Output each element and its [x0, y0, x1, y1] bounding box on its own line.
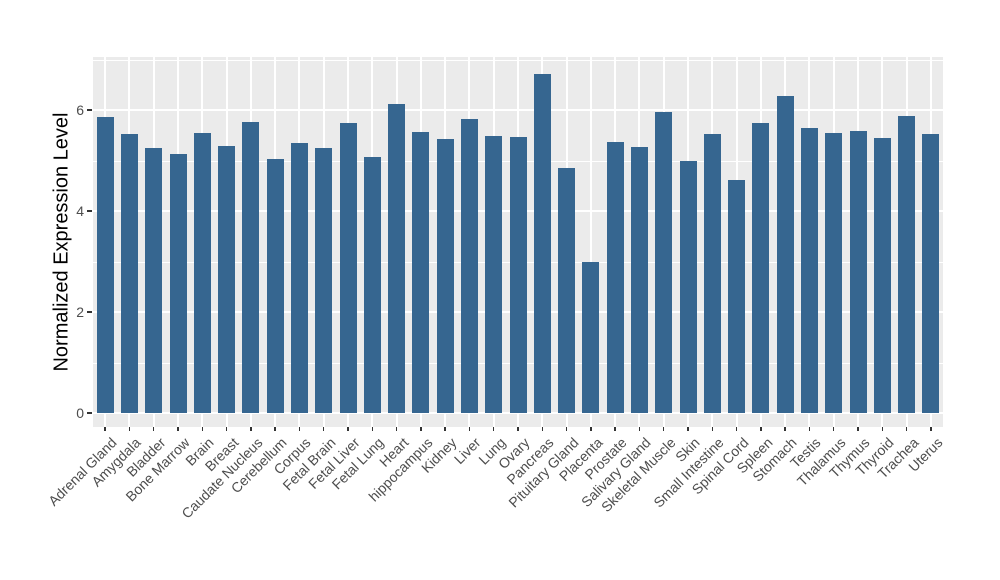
- x-tick-mark: [152, 427, 155, 431]
- y-axis-title: Normalized Expression Level: [50, 112, 73, 372]
- bar-brain: [193, 132, 211, 413]
- bar-pituitary-gland: [558, 168, 576, 413]
- x-tick-mark: [638, 427, 641, 431]
- bar-fetal-lung: [363, 156, 381, 413]
- x-tick-mark: [347, 427, 349, 431]
- bar-spinal-cord: [728, 180, 746, 413]
- bar-ovary: [509, 137, 527, 413]
- x-tick-mark: [250, 427, 252, 431]
- x-tick-mark: [322, 427, 325, 431]
- bar-salivary-gland: [630, 146, 648, 413]
- bar-breast: [218, 145, 236, 413]
- bar-cerebellum: [266, 159, 284, 413]
- bar-heart: [388, 103, 406, 413]
- x-tick-mark: [857, 427, 859, 431]
- x-tick-mark: [371, 427, 374, 431]
- x-tick-mark: [104, 427, 106, 431]
- bar-thymus: [849, 131, 867, 413]
- x-tick-mark: [930, 427, 932, 431]
- x-tick-mark: [711, 427, 714, 431]
- y-tick-mark: [87, 109, 92, 111]
- y-tick-label: 2: [76, 304, 84, 320]
- bar-skin: [679, 161, 697, 413]
- x-tick-mark: [468, 427, 471, 431]
- x-tick-mark: [517, 427, 519, 431]
- bar-spleen: [752, 122, 770, 413]
- x-tick-mark: [395, 427, 398, 431]
- bar-thalamus: [825, 132, 843, 413]
- bar-testis: [800, 128, 818, 413]
- x-tick-mark: [444, 427, 446, 431]
- bar-lung: [485, 135, 503, 413]
- x-tick-mark: [832, 427, 835, 431]
- x-tick-mark: [590, 427, 592, 431]
- x-tick-mark: [784, 427, 786, 431]
- bar-skeletal-muscle: [655, 111, 673, 413]
- bar-bladder: [145, 147, 163, 413]
- x-tick-mark: [274, 427, 276, 431]
- gridline-major-x: [589, 57, 592, 427]
- bar-small-intestine: [703, 133, 721, 413]
- bar-bone-marrow: [169, 154, 187, 413]
- bar-uterus: [922, 133, 940, 413]
- bar-stomach: [776, 95, 794, 413]
- plot-panel: [93, 57, 943, 427]
- x-tick-mark: [905, 427, 908, 431]
- x-tick-mark: [662, 427, 665, 431]
- bar-adrenal-gland: [96, 116, 114, 413]
- bar-trachea: [898, 116, 916, 413]
- y-tick-label: 4: [76, 203, 84, 219]
- x-tick-mark: [225, 427, 228, 431]
- bar-amygdala: [120, 133, 138, 413]
- y-tick-mark: [87, 311, 92, 313]
- bar-caudate-nucleus: [242, 121, 260, 413]
- bar-liver: [460, 119, 478, 413]
- x-tick-mark: [298, 427, 301, 431]
- bar-thyroid: [873, 137, 891, 413]
- bar-fetal-brain: [315, 147, 333, 413]
- x-tick-mark: [735, 427, 738, 431]
- y-tick-label: 6: [76, 102, 84, 118]
- bar-fetal-liver: [339, 123, 357, 413]
- x-tick-mark: [201, 427, 204, 431]
- x-tick-mark: [177, 427, 179, 431]
- bar-hippocampus: [412, 131, 430, 413]
- bar-corpus: [290, 142, 308, 413]
- x-tick-mark: [420, 427, 422, 431]
- x-tick-mark: [808, 427, 811, 431]
- y-tick-label: 0: [76, 405, 84, 421]
- x-tick-mark: [687, 427, 689, 431]
- x-tick-mark: [614, 427, 616, 431]
- x-tick-mark: [128, 427, 131, 431]
- x-tick-mark: [760, 427, 762, 431]
- bar-prostate: [606, 142, 624, 413]
- x-tick-mark: [541, 427, 544, 431]
- x-tick-mark: [565, 427, 568, 431]
- bar-placenta: [582, 261, 600, 413]
- x-tick-mark: [492, 427, 495, 431]
- bar-pancreas: [533, 74, 551, 413]
- y-tick-mark: [87, 210, 92, 212]
- x-tick-mark: [881, 427, 884, 431]
- y-tick-mark: [87, 412, 92, 414]
- bar-kidney: [436, 138, 454, 413]
